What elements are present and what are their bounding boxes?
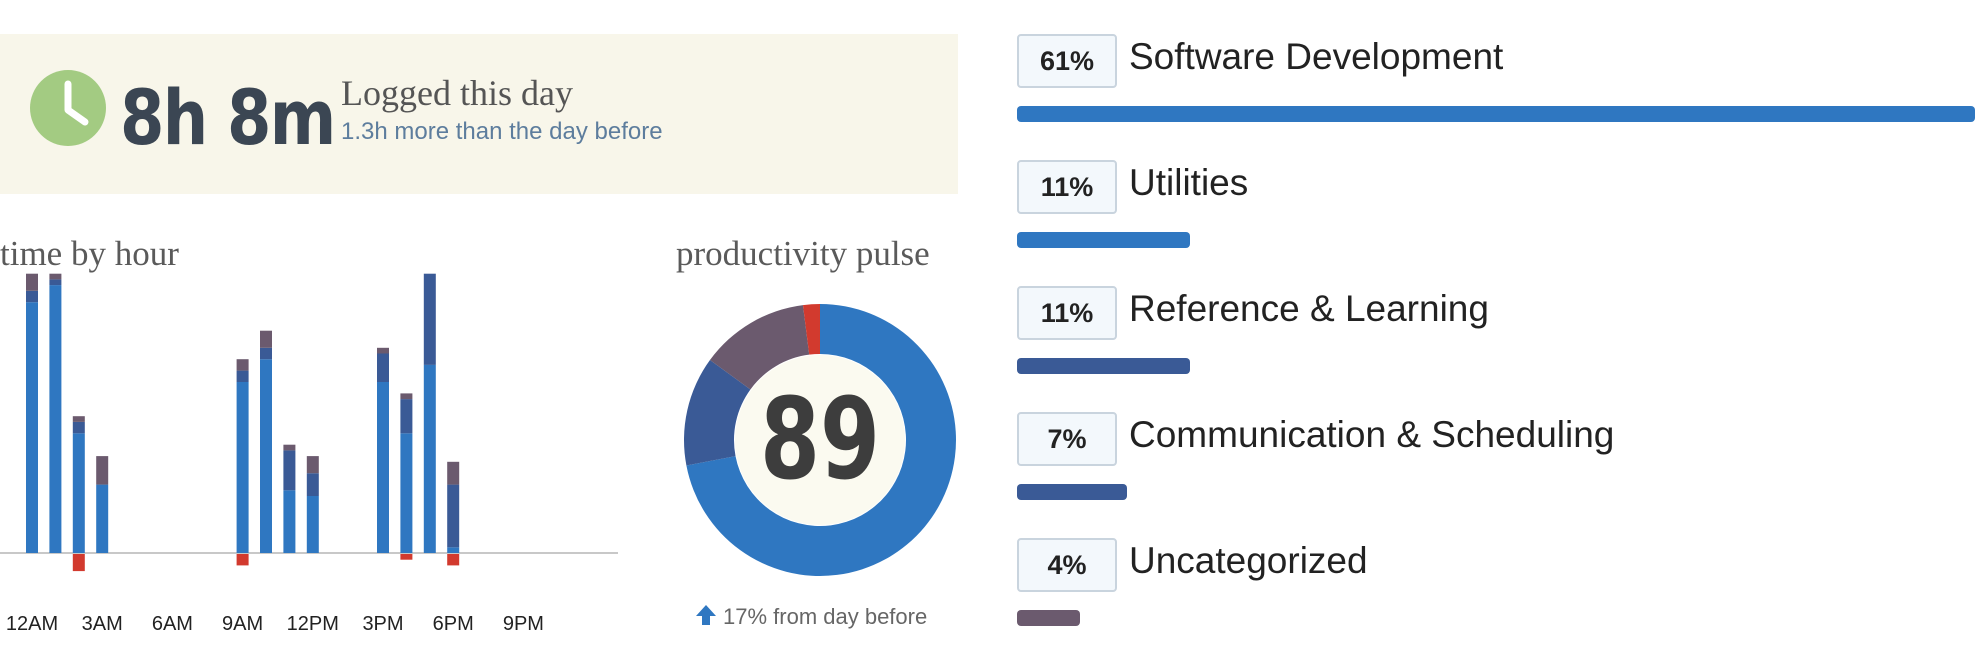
hour-bar-segment (236, 370, 249, 382)
time-by-hour-chart: 12AM 3AM 6AM 9AM 12PM 3PM 6PM 9PM (0, 273, 618, 635)
category-row[interactable]: 7% Communication & Scheduling (1017, 412, 1977, 522)
hour-bar-segment (423, 273, 436, 365)
hour-bar-distracting (236, 554, 249, 566)
category-row[interactable]: 11% Reference & Learning (1017, 286, 1977, 396)
hour-bar-distracting (447, 554, 460, 566)
hour-bar-segment (236, 382, 249, 553)
pulse-slice (802, 304, 820, 355)
hour-bar-segment (283, 450, 296, 491)
category-label[interactable]: Software Development (1129, 36, 1504, 77)
category-bar (1017, 610, 1080, 626)
hour-bar-segment (283, 490, 296, 553)
arrow-up-icon (695, 604, 717, 632)
hour-bar-segment (423, 364, 436, 553)
hour-bar-segment (49, 273, 62, 280)
summary-panel: 8h 8m Logged this day 1.3h more than the… (0, 34, 958, 194)
pulse-slice (709, 305, 810, 390)
productivity-pulse-title: productivity pulse (676, 234, 930, 273)
hour-bar-segment (283, 444, 296, 451)
hour-bar-segment (260, 347, 272, 360)
hour-bar-distracting (72, 554, 85, 572)
category-bar (1017, 232, 1190, 248)
category-bar (1017, 484, 1127, 500)
hour-bar-segment (26, 302, 38, 553)
category-label[interactable]: Reference & Learning (1129, 288, 1489, 329)
hour-bar-segment (447, 461, 460, 485)
hour-bar-segment (49, 279, 62, 286)
hour-bar-segment (306, 473, 319, 496)
x-tick-label: 6AM (152, 613, 193, 635)
logged-comparison: 1.3h more than the day before (341, 118, 663, 145)
pulse-slice (686, 304, 956, 576)
hour-bar-segment (49, 285, 62, 553)
hour-bar-segment (260, 359, 272, 553)
category-percent: 11% (1017, 286, 1117, 340)
hour-bar-segment (377, 382, 389, 553)
x-tick-label: 3PM (362, 613, 403, 635)
category-bar (1017, 106, 1975, 122)
category-bar (1017, 358, 1190, 374)
hour-bar-segment (72, 433, 85, 553)
pulse-change-text: 17% from day before (723, 604, 928, 629)
hour-bar-segment (447, 547, 460, 553)
category-label[interactable]: Communication & Scheduling (1129, 414, 1615, 455)
hour-bar-distracting (400, 554, 413, 560)
category-row[interactable]: 61% Software Development (1017, 34, 1977, 144)
category-percent: 4% (1017, 538, 1117, 592)
hour-bar-segment (72, 421, 85, 434)
x-tick-label: 3AM (82, 613, 123, 635)
x-tick-label: 6PM (433, 613, 474, 635)
category-percent: 61% (1017, 34, 1117, 88)
pulse-center (735, 355, 905, 525)
hour-bar-segment (306, 496, 319, 553)
logged-time-value: 8h 8m (120, 73, 336, 162)
hour-bar-segment (400, 433, 413, 553)
hour-bar-segment (400, 393, 413, 400)
hour-bar-segment (96, 456, 109, 485)
hour-bar-segment (72, 416, 85, 422)
logged-title: Logged this day (341, 73, 573, 113)
time-by-hour-title: time by hour (0, 234, 179, 273)
x-tick-label: 9AM (222, 613, 263, 635)
pulse-change: 17% from day before (695, 604, 945, 632)
hour-bar-segment (377, 347, 389, 354)
category-row[interactable]: 4% Uncategorized (1017, 538, 1977, 648)
productivity-pulse-donut: 89 (684, 304, 956, 576)
pulse-score: 89 (760, 375, 880, 505)
category-label[interactable]: Utilities (1129, 162, 1249, 203)
x-tick-label: 12AM (6, 613, 58, 635)
x-tick-label: 9PM (503, 613, 544, 635)
hour-bar-segment (447, 484, 460, 548)
hour-bar-segment (260, 330, 272, 348)
hour-bar-segment (400, 399, 413, 434)
hour-bar-segment (96, 484, 109, 553)
hour-bar-segment (26, 273, 38, 291)
x-tick-label: 12PM (287, 613, 339, 635)
hour-bar-segment (26, 290, 38, 303)
category-percent: 7% (1017, 412, 1117, 466)
hour-bar-segment (236, 359, 249, 371)
pulse-slice (684, 360, 751, 466)
clock-icon (30, 70, 106, 146)
category-label[interactable]: Uncategorized (1129, 540, 1368, 581)
category-percent: 11% (1017, 160, 1117, 214)
hour-bar-segment (377, 353, 389, 382)
hour-bar-segment (306, 456, 319, 474)
category-row[interactable]: 11% Utilities (1017, 160, 1977, 270)
